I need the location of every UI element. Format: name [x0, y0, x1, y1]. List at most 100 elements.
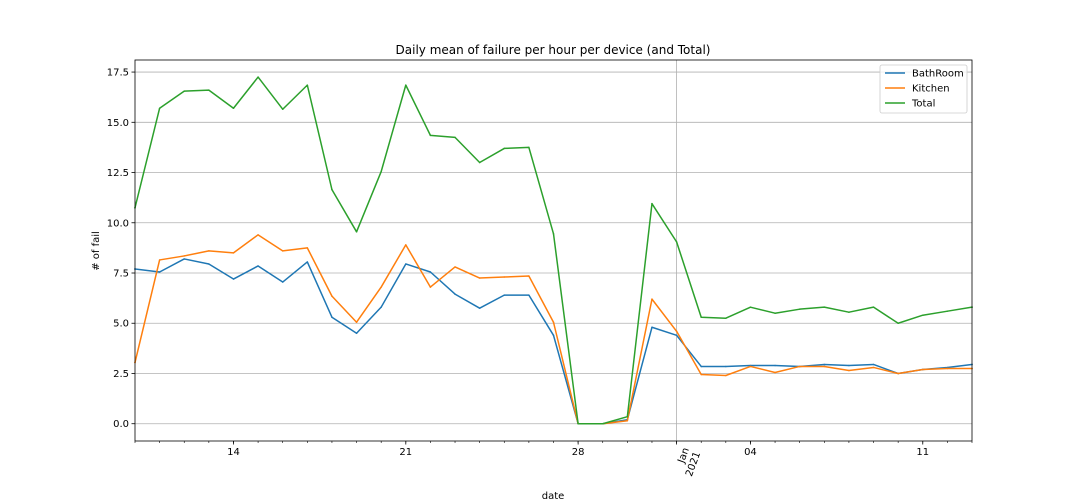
data-point-bathroom [281, 281, 284, 283]
data-point-total [232, 107, 235, 109]
data-point-kitchen [257, 234, 259, 236]
data-point-total [454, 136, 456, 139]
y-tick-label: 17.5 [107, 68, 129, 79]
data-point-total [601, 422, 604, 425]
data-point-kitchen [281, 250, 284, 252]
data-point-total [872, 306, 875, 308]
data-point-total [700, 316, 702, 318]
data-point-total [306, 84, 309, 86]
data-point-total [355, 231, 358, 233]
data-point-kitchen [503, 276, 506, 278]
data-point-total [405, 84, 407, 86]
data-point-bathroom [700, 365, 702, 368]
data-point-total [208, 89, 210, 91]
data-point-total [281, 108, 284, 110]
x-tick-label: 28 [572, 447, 585, 458]
data-point-bathroom [208, 263, 210, 265]
data-point-total [626, 415, 629, 418]
x-tick-label: 14 [227, 447, 240, 458]
y-tick-label: 15.0 [107, 118, 129, 129]
legend-label-total: Total [911, 99, 935, 110]
data-point-bathroom [331, 316, 333, 318]
data-point-total [158, 107, 161, 109]
y-tick-label: 0.0 [113, 419, 129, 430]
y-tick-label: 2.5 [113, 369, 129, 380]
x-axis-label: date [542, 491, 565, 502]
data-point-bathroom [675, 334, 678, 337]
data-point-kitchen [331, 295, 333, 297]
x-axis-ticks: 14 21 28 Jan2021 04 11 [134, 441, 973, 478]
data-point-kitchen [454, 266, 456, 268]
data-point-bathroom [478, 307, 481, 309]
data-point-kitchen [675, 330, 678, 333]
data-point-total [675, 241, 678, 243]
data-point-kitchen [725, 374, 727, 377]
data-point-total [848, 311, 850, 313]
legend-label-bathroom: BathRoom [912, 69, 964, 80]
data-point-total [183, 90, 185, 92]
series-layer [134, 76, 973, 425]
data-point-bathroom [257, 265, 259, 267]
data-point-kitchen [429, 286, 432, 288]
data-point-kitchen [306, 247, 309, 249]
data-point-bathroom [725, 365, 727, 368]
y-axis-label: # of fail [91, 231, 102, 271]
data-point-total [774, 312, 776, 314]
series-total [134, 76, 973, 425]
data-point-bathroom [405, 263, 407, 265]
data-point-total [725, 317, 727, 319]
data-point-bathroom [232, 278, 235, 280]
data-point-kitchen [528, 275, 530, 277]
x-tick-label: 21 [399, 447, 412, 458]
legend-label-kitchen: Kitchen [912, 84, 950, 95]
data-point-kitchen [626, 419, 629, 422]
data-point-total [922, 314, 924, 316]
x-tick-label: 11 [916, 447, 929, 458]
data-point-kitchen [478, 277, 481, 279]
y-axis-ticks: 0.0 2.5 5.0 7.5 10.0 12.5 15.0 17.5 [107, 68, 135, 430]
x-tick-label-month: Jan [676, 446, 692, 465]
data-point-total [503, 147, 506, 150]
data-point-kitchen [749, 365, 752, 368]
legend-box [879, 64, 968, 114]
data-point-bathroom [503, 294, 506, 296]
data-point-kitchen [183, 255, 185, 257]
data-point-kitchen [380, 286, 382, 288]
data-point-total [946, 310, 949, 312]
data-point-total [331, 188, 333, 191]
data-point-kitchen [848, 369, 850, 372]
data-point-kitchen [552, 321, 555, 323]
legend: BathRoom Kitchen Total [879, 64, 968, 114]
data-point-total [749, 306, 752, 308]
data-point-kitchen [897, 372, 899, 375]
data-point-total [528, 146, 530, 149]
data-point-total [651, 202, 653, 205]
data-point-total [577, 422, 579, 425]
data-point-kitchen [208, 250, 210, 252]
data-point-kitchen [405, 244, 407, 246]
data-point-bathroom [552, 334, 555, 337]
data-point-bathroom [355, 332, 358, 335]
data-point-bathroom [454, 293, 456, 295]
data-point-bathroom [774, 364, 776, 367]
data-point-kitchen [798, 365, 801, 368]
data-point-total [478, 161, 481, 164]
y-tick-label: 10.0 [107, 218, 129, 229]
data-point-bathroom [429, 271, 432, 273]
y-tick-label: 12.5 [107, 168, 129, 179]
data-point-kitchen [158, 259, 161, 261]
data-point-kitchen [823, 365, 826, 368]
data-point-bathroom [848, 364, 850, 367]
data-point-total [897, 322, 899, 324]
data-point-bathroom [872, 363, 875, 366]
data-point-bathroom [158, 271, 161, 273]
data-point-kitchen [651, 298, 653, 300]
data-point-kitchen [774, 371, 776, 374]
data-point-total [429, 134, 432, 137]
data-point-bathroom [823, 363, 826, 366]
data-point-total [380, 170, 382, 173]
data-point-bathroom [380, 306, 382, 308]
data-point-bathroom [651, 326, 653, 329]
legend-items: BathRoom Kitchen Total [885, 69, 964, 110]
